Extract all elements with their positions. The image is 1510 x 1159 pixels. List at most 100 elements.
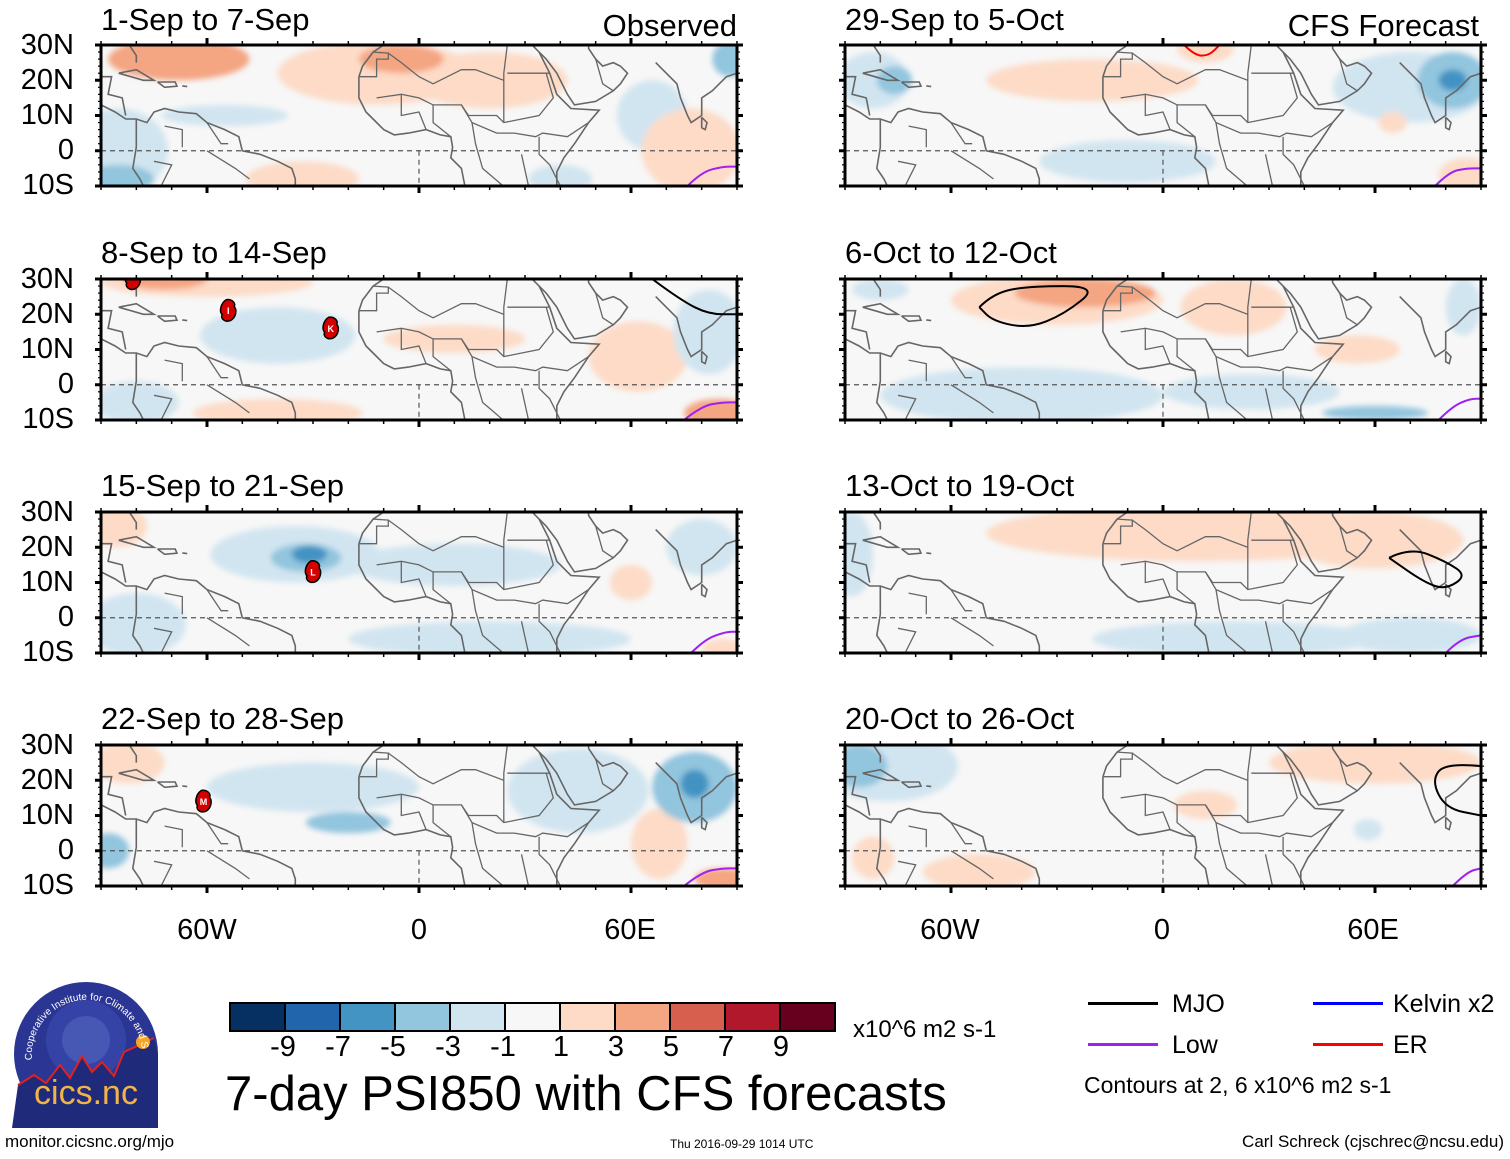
lat-label: 0 [57,834,74,866]
country-border [538,836,561,886]
coastline [862,302,901,316]
coastline [700,583,708,598]
country-border [432,338,452,372]
contour-mjo [1434,764,1481,817]
coastline [1102,776,1210,886]
country-border [432,571,452,605]
country-border [908,825,927,848]
coastline [101,804,297,886]
anomaly-region [1269,745,1481,784]
country-border [950,122,973,145]
anomaly-region [845,52,909,109]
lat-label: 20N [20,298,74,330]
country-border [1102,518,1133,545]
anomaly-region [701,638,737,653]
country-border [595,525,614,559]
coastline [901,548,923,556]
lat-label: 20N [20,531,74,563]
colorbar-tick-label: 3 [607,1031,625,1063]
contour-low [683,867,737,886]
coastline [1318,185,1320,186]
coastline [157,781,179,789]
coastline [1318,885,1320,886]
contour-low [1434,167,1481,186]
coastline [358,543,466,653]
anomaly-region [845,745,959,802]
coastline [101,571,297,653]
coastline [538,512,629,573]
anomaly-region [852,836,895,879]
coastline [358,279,601,420]
contour-low [1444,634,1481,653]
colorbar-box [286,1004,341,1030]
footer-url[interactable]: monitor.cicsnc.org/mjo [5,1132,175,1151]
coastline [1318,419,1320,420]
country-border [400,328,427,364]
contour-low [683,401,737,420]
storm-label: K [327,324,334,334]
country-border [432,804,452,838]
country-border [1204,307,1299,358]
anomaly-region [161,104,289,127]
map-panel-obs3: L [95,505,743,660]
lat-label: 10S [22,636,74,668]
coastline [131,353,145,420]
country-border [1176,571,1196,605]
coastline [1444,583,1452,598]
anomaly-region [680,769,709,798]
legend-label-kelvin: Kelvin x2 [1393,990,1495,1018]
coastline [875,353,889,420]
lon-label-0-right: 0 [1153,914,1171,946]
country-border [387,279,508,319]
country-border [387,45,508,85]
anomaly-region [101,381,179,420]
footer-timestamp: Thu 2016-09-29 1014 UTC [670,1137,814,1151]
country-border [908,592,927,615]
country-border [1282,603,1305,653]
anomaly-region [588,321,688,392]
country-border [400,561,427,597]
coastline [1318,652,1320,653]
anomaly-region [1177,45,1234,63]
anomaly-region [1378,111,1407,134]
country-border [950,356,973,379]
coastline [358,512,601,653]
panel-title-fc4: 20-Oct to 26-Oct [845,701,1075,736]
anomaly-region [1438,157,1481,186]
colorbar-box [451,1004,506,1030]
coastline [1102,543,1210,653]
country-border [1282,136,1305,186]
country-border [471,589,505,653]
coastline [875,586,889,653]
panel-title-fc1: 29-Sep to 5-Oct [845,2,1064,37]
legend-line-kelvin [1313,1002,1383,1005]
country-border [164,125,183,148]
anomaly-region [1322,405,1428,420]
anomaly-region [411,52,568,109]
colorbar-tick-label: -9 [270,1031,296,1063]
coastline [574,419,576,420]
coastline [1102,45,1345,186]
country-border [520,621,530,653]
anomaly-region [631,808,688,879]
country-border [1102,285,1133,312]
country-border [897,627,917,653]
country-border [471,822,505,886]
country-border [1264,154,1274,186]
coastline [655,762,737,824]
coastline [101,338,297,420]
coastline [872,45,882,63]
coastline [655,62,737,124]
country-border [206,150,250,180]
country-border [376,793,589,838]
anomaly-region [1438,69,1467,91]
coastline [655,296,737,358]
country-border [206,850,250,880]
anomaly-region [1163,374,1340,410]
coastline [131,586,145,653]
anomaly-region [1039,140,1216,183]
storm-label: I [227,306,230,316]
lat-label: 0 [57,368,74,400]
country-border [595,292,614,326]
coastline [358,45,601,186]
